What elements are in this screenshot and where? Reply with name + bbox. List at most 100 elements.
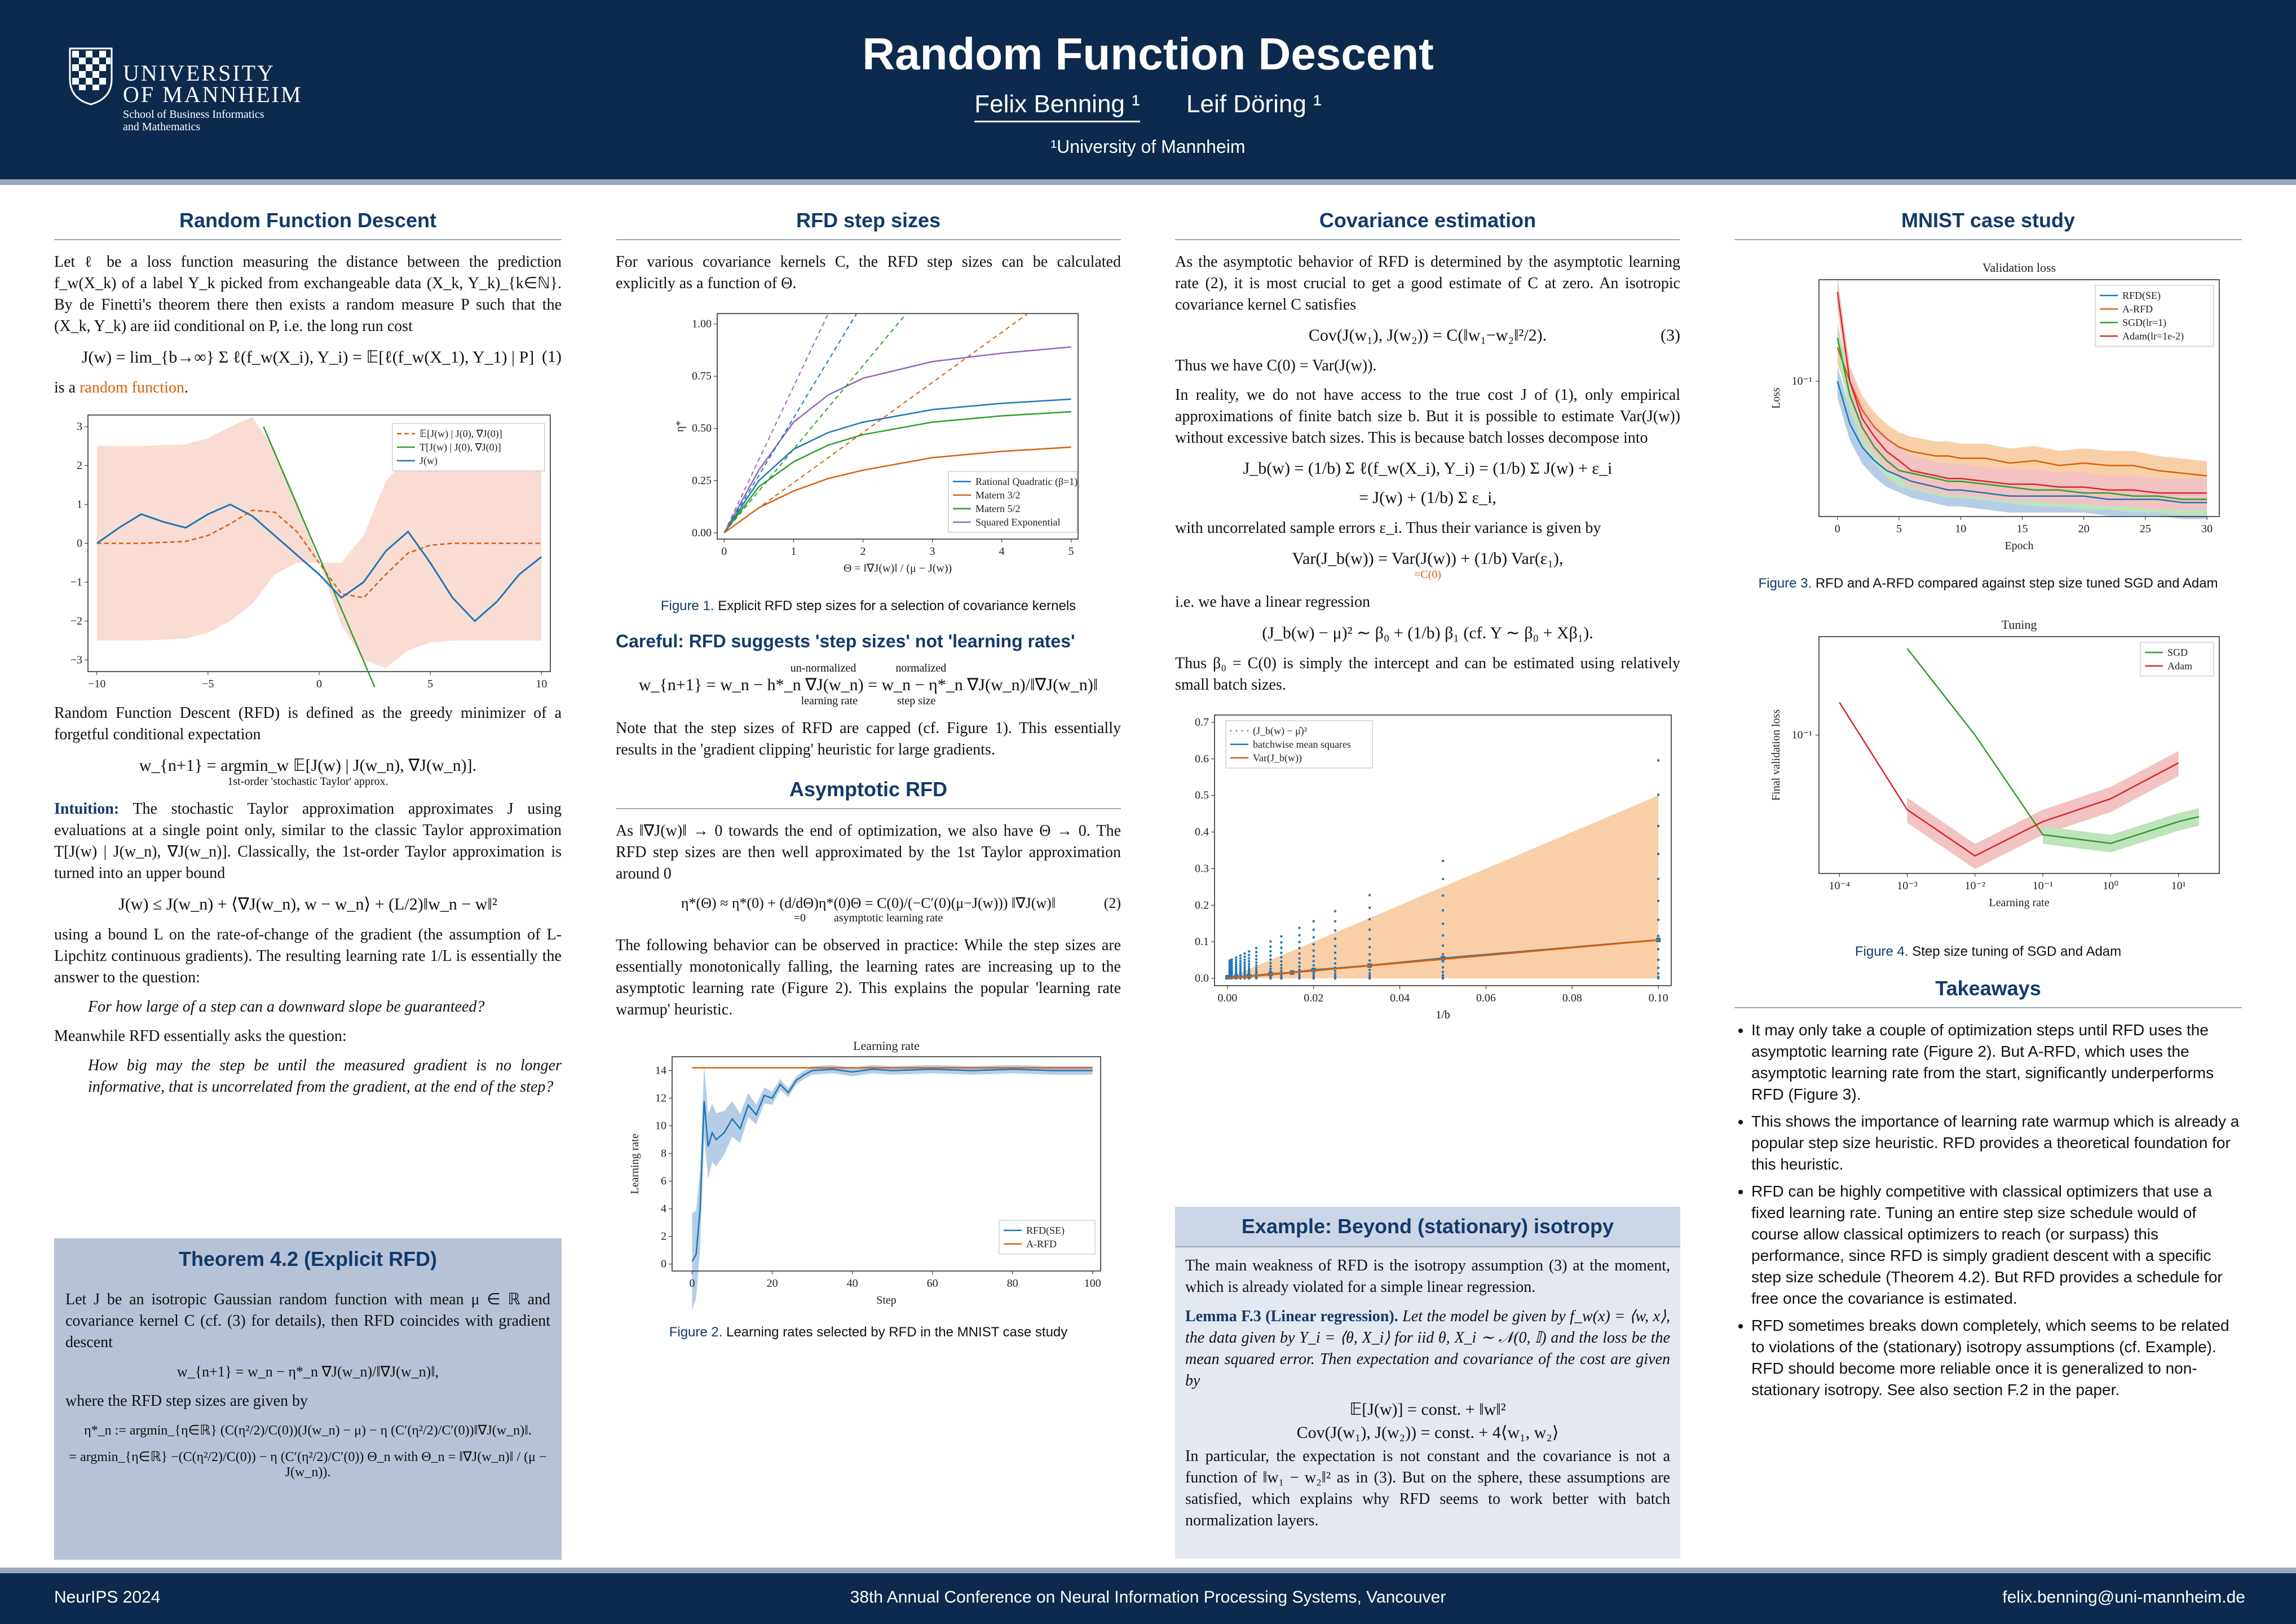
legend-label: SGD	[2167, 647, 2188, 658]
column-step-sizes: RFD step sizes For various covariance ke…	[616, 209, 1121, 1357]
asymptote-line	[723, 313, 1028, 533]
section-title: RFD step sizes	[616, 209, 1121, 240]
y-tick-label: 0	[661, 1258, 666, 1270]
section-title: Random Function Descent	[54, 209, 562, 240]
tuning-plot: 10⁻⁴ 10⁻³ 10⁻² 10⁻¹ 10⁰ 10¹ 10⁻¹ Tuning Learning…	[1770, 617, 2220, 909]
paragraph: Meanwhile RFD essentially asks the quest…	[54, 1027, 347, 1045]
sample-point	[1334, 972, 1337, 976]
sample-point	[1228, 965, 1231, 968]
author-1: Felix Benning ¹	[974, 90, 1140, 122]
sample-point	[1280, 951, 1283, 954]
equation-2: w_{n+1} = argmin_w 𝔼[J(w) | J(w_n), ∇J(w…	[139, 756, 477, 788]
sample-point	[1368, 906, 1371, 910]
x-axis-label: 1/b	[1436, 1009, 1450, 1021]
sample-point	[1269, 968, 1272, 970]
x-tick-label: 0.08	[1562, 992, 1582, 1004]
x-tick-label: 20	[767, 1277, 778, 1290]
takeaway-item: RFD can be highly competitive with class…	[1751, 1181, 2242, 1309]
sample-point	[1255, 947, 1258, 950]
university-seal-icon	[69, 47, 113, 105]
sample-point	[1368, 968, 1371, 972]
y-tick-label: 4	[661, 1203, 666, 1215]
confidence-band	[1227, 795, 1659, 979]
sample-point	[1247, 965, 1251, 968]
sample-point	[1657, 824, 1660, 827]
sample-point	[1441, 877, 1445, 881]
plot-frame	[1818, 636, 2220, 874]
question-1: For how large of a step can a downward s…	[88, 998, 485, 1016]
lemma: Lemma F.3 (Linear regression). Let the m…	[1185, 1308, 1671, 1389]
sample-point	[1441, 944, 1445, 947]
sample-point	[1247, 954, 1251, 956]
sample-point	[1255, 967, 1258, 969]
paragraph: As ‖∇J(w)‖ → 0 towards the end of optimi…	[616, 822, 1121, 882]
y-tick-label: 14	[655, 1065, 666, 1077]
sample-point	[1280, 960, 1283, 963]
sample-point	[1441, 859, 1445, 863]
sample-point	[1247, 960, 1251, 963]
x-tick-label: 10¹	[2171, 880, 2186, 892]
sample-point	[1334, 937, 1337, 940]
sample-point	[1235, 965, 1238, 968]
sample-point	[1298, 926, 1301, 929]
sample-point	[1312, 964, 1315, 967]
x-tick-label: 10⁰	[2103, 880, 2118, 892]
legend-label: Matern 5/2	[975, 503, 1020, 514]
lemma-equation-2: Cov(J(w₁), J(w₂)) = const. + 4⟨w₁, w₂⟩	[1296, 1423, 1559, 1442]
confidence-band	[1837, 333, 2207, 493]
sample-point	[1235, 967, 1238, 970]
figure-2-caption: Figure 2. Learning rates selected by RFD…	[669, 1325, 1068, 1340]
sample-point	[1657, 759, 1660, 762]
legend-label: J(w)	[420, 455, 438, 467]
footer-email[interactable]: felix.benning@uni-mannheim.de	[2002, 1588, 2245, 1607]
sgd-line	[1906, 648, 2200, 844]
asymptote-line	[723, 313, 829, 533]
sample-point	[1298, 941, 1301, 943]
sample-point	[1230, 958, 1233, 961]
sample-point	[1280, 969, 1283, 972]
x-tick-label: 0.02	[1304, 992, 1323, 1004]
plot-frame	[1214, 714, 1672, 986]
validation-loss-plot: 0 5 10 15 20 25 30 10⁻¹ Validation loss Epoch Loss…	[1770, 261, 2220, 552]
asymptotic-equation: η*(Θ) ≈ η*(0) + (d/dΘ)η*(0)Θ = C(0)/(−C′…	[681, 895, 1121, 924]
step-size-line	[723, 411, 1071, 533]
legend-label: batchwise mean squares	[1253, 739, 1351, 750]
sample-point	[1334, 969, 1337, 973]
legend-label: 𝔼[J(w) | J(0), ∇J(0)]	[420, 428, 502, 440]
x-tick-label: 40	[847, 1277, 858, 1290]
figure-4-caption: Figure 4. Step size tuning of SGD and Ad…	[1855, 944, 2122, 959]
sample-point	[1269, 945, 1272, 948]
example-box: Example: Beyond (stationary) isotropy Th…	[1175, 1207, 1680, 1559]
legend-label: SGD(lr=1)	[2122, 317, 2166, 329]
sample-point	[1298, 965, 1301, 968]
x-tick-label: 10	[1955, 523, 1966, 535]
paragraph: Note that the step sizes of RFD are capp…	[616, 720, 1121, 758]
x-axis-label: Epoch	[2004, 540, 2033, 552]
confidence-band	[692, 1065, 1093, 1310]
sample-point	[1239, 954, 1242, 957]
sample-point	[1247, 969, 1251, 972]
y-axis-label: Loss	[1770, 387, 1782, 409]
x-tick-label: 10⁻²	[1964, 880, 1985, 892]
column-covariance: Covariance estimation As the asymptotic …	[1175, 209, 1680, 1034]
x-tick-label: 0	[721, 545, 727, 558]
theorem-text: where the RFD step sizes are given by	[65, 1392, 308, 1410]
sample-point	[1334, 929, 1337, 932]
takeaway-item: This shows the importance of learning ra…	[1751, 1111, 2242, 1175]
confidence-band	[2043, 808, 2199, 853]
batch-equation-2: = J(w) + (1/b) Σ ε_i,	[1359, 488, 1496, 507]
paragraph: is a random function.	[54, 379, 188, 396]
y-tick-label: 2	[661, 1230, 666, 1243]
loss-line	[1836, 292, 2207, 494]
y-tick-label: −3	[70, 654, 82, 666]
random-function-link[interactable]: random function	[80, 379, 184, 396]
legend-label: RFD(SE)	[2122, 290, 2161, 302]
y-tick-label: 8	[661, 1148, 666, 1160]
sample-point	[1230, 963, 1233, 965]
sample-point	[1235, 963, 1238, 966]
sample-point	[1368, 894, 1371, 897]
sample-point	[1657, 899, 1660, 902]
x-tick-label: 5	[427, 678, 433, 690]
